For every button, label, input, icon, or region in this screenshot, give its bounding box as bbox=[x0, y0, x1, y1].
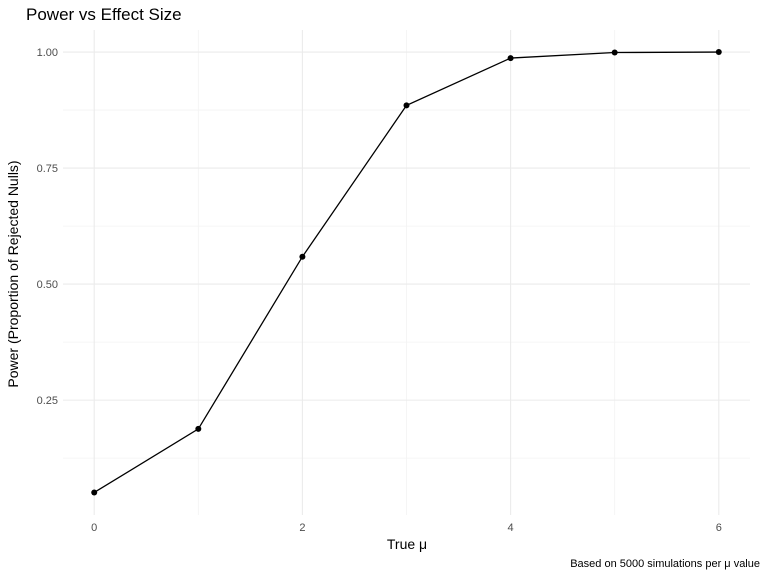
x-axis-ticks: 0 2 4 6 bbox=[91, 522, 722, 534]
x-tick-label: 2 bbox=[299, 522, 305, 534]
power-point bbox=[299, 253, 306, 260]
power-point bbox=[507, 55, 514, 62]
grid-layer bbox=[63, 30, 750, 515]
power-point bbox=[403, 102, 410, 109]
x-tick-label: 6 bbox=[716, 522, 722, 534]
chart-caption: Based on 5000 simulations per μ value bbox=[570, 558, 760, 570]
y-axis-title: Power (Proportion of Rejected Nulls) bbox=[5, 160, 21, 387]
y-tick-label: 1.00 bbox=[37, 47, 58, 59]
power-point bbox=[91, 489, 98, 496]
y-axis-ticks: 0.25 0.50 0.75 1.00 bbox=[37, 47, 58, 407]
x-tick-label: 0 bbox=[91, 522, 97, 534]
chart-title: Power vs Effect Size bbox=[26, 5, 182, 24]
power-point bbox=[195, 425, 202, 432]
y-tick-label: 0.75 bbox=[37, 163, 58, 175]
x-tick-label: 4 bbox=[508, 522, 514, 534]
y-tick-label: 0.50 bbox=[37, 279, 58, 291]
points-layer bbox=[91, 49, 722, 496]
power-point bbox=[611, 49, 618, 56]
x-axis-title: True μ bbox=[387, 536, 427, 552]
power-point bbox=[715, 49, 722, 56]
y-tick-label: 0.25 bbox=[37, 395, 58, 407]
